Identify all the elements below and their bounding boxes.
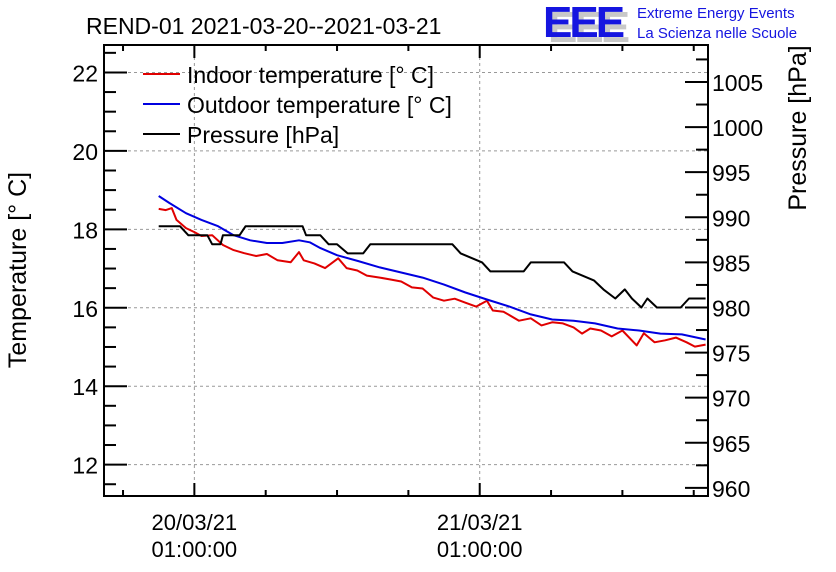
grid-lines xyxy=(104,45,708,496)
legend-label: Indoor temperature [° C] xyxy=(187,62,434,88)
logo-line1: Extreme Energy Events xyxy=(637,5,795,22)
y2-tick-label: 1005 xyxy=(712,70,763,96)
series-line-outdoor-temperature xyxy=(158,195,706,341)
eee-logo: EEE EEE Extreme Energy Events La Scienza… xyxy=(543,0,797,52)
legend-label: Outdoor temperature [° C] xyxy=(187,92,452,118)
y-tick-label: 22 xyxy=(72,60,98,86)
y-tick-label: 14 xyxy=(72,374,98,400)
series-lines xyxy=(158,195,706,348)
y-tick-label: 16 xyxy=(72,296,98,322)
logo-line2: La Scienza nelle Scuole xyxy=(637,25,797,42)
y2-tick-label: 980 xyxy=(712,295,750,321)
series-line-indoor-temperature xyxy=(158,207,706,348)
plot-frame xyxy=(103,44,709,497)
y2-tick-label: 990 xyxy=(712,205,750,231)
logo-letters: EEE xyxy=(543,0,624,47)
x-tick-label-time: 01:00:00 xyxy=(437,537,523,562)
x-tick-label-date: 20/03/21 xyxy=(152,510,238,535)
y-tick-label: 20 xyxy=(72,139,98,165)
chart-title: REND-01 2021-03-20--2021-03-21 xyxy=(86,13,441,39)
y2-tick-label: 970 xyxy=(712,386,750,412)
tick-labels: 12 14 16 18 20 22 960 965 970 975 980 985 990 995 1000… xyxy=(72,60,763,562)
y2-axis-label: Pressure [hPa] xyxy=(784,45,812,210)
y2-tick-label: 995 xyxy=(712,160,750,186)
y2-tick-label: 1000 xyxy=(712,115,763,141)
legend-label: Pressure [hPa] xyxy=(187,122,339,148)
y2-tick-label: 965 xyxy=(712,431,750,457)
axis-ticks xyxy=(104,45,708,496)
y2-tick-label: 985 xyxy=(712,250,750,276)
y2-tick-label: 960 xyxy=(712,476,750,502)
y-axis-label: Temperature [° C] xyxy=(4,172,32,368)
y-tick-label: 18 xyxy=(72,217,98,243)
x-tick-label-date: 21/03/21 xyxy=(437,510,523,535)
series-line-pressure xyxy=(158,225,706,309)
y-tick-label: 12 xyxy=(72,453,98,479)
logo-shadow: EEE xyxy=(548,3,629,52)
legend: Indoor temperature [° C] Outdoor temperat… xyxy=(143,62,452,148)
y2-tick-label: 975 xyxy=(712,341,750,367)
x-tick-label-time: 01:00:00 xyxy=(152,537,238,562)
